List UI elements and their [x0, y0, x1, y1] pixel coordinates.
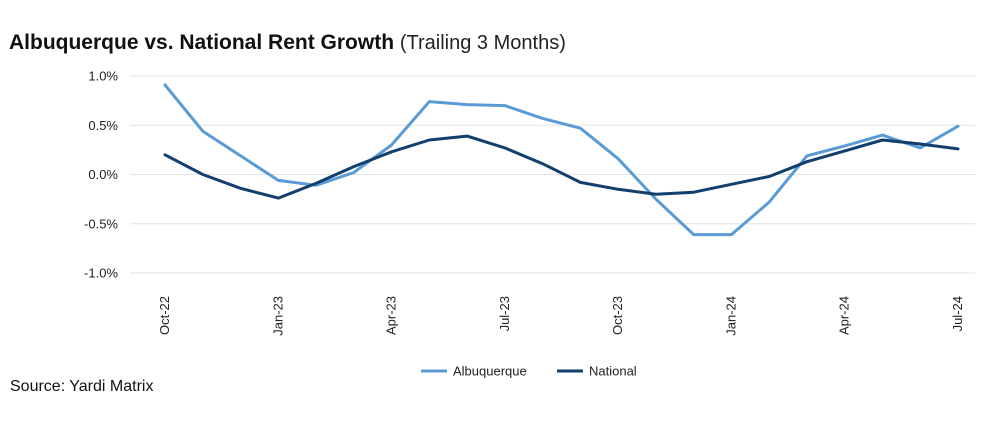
y-tick-label: 0.5% [88, 118, 118, 133]
x-tick-label: Jul-24 [950, 296, 965, 331]
legend-label: National [589, 364, 637, 379]
source-note: Source: Yardi Matrix [10, 378, 154, 395]
series-line-national [163, 134, 960, 200]
x-axis-tick-labels: Oct-22 Jan-23 Apr-23 Jul-23 Oct-23 Jan-24 Apr-… [157, 296, 965, 336]
x-tick-label: Apr-24 [837, 296, 852, 335]
chart-title: Albuquerque vs. National Rent Growth (Tr… [9, 31, 566, 55]
x-tick-label: Jan-24 [723, 296, 738, 336]
y-axis-tick-labels: 1.0% 0.5% 0.0% -0.5% -1.0% [84, 69, 118, 281]
x-tick-label: Jul-23 [497, 296, 512, 331]
y-tick-label: 1.0% [88, 69, 118, 84]
chart-subtitle: (Trailing 3 Months) [399, 32, 566, 54]
x-tick-label: Jan-23 [270, 296, 285, 336]
x-tick-label: Oct-23 [610, 296, 625, 335]
legend-label: Albuquerque [453, 364, 527, 379]
y-tick-label: -0.5% [84, 216, 118, 231]
y-tick-label: 0.0% [88, 167, 118, 182]
series-line-albuquerque [163, 83, 960, 237]
x-tick-label: Apr-23 [384, 296, 399, 335]
series-lines [163, 83, 960, 237]
gridlines [130, 75, 975, 274]
x-tick-label: Oct-22 [157, 296, 172, 335]
chart-title-main: Albuquerque vs. National Rent Growth [9, 31, 395, 54]
y-tick-label: -1.0% [84, 266, 118, 281]
legend: Albuquerque National [421, 364, 637, 379]
